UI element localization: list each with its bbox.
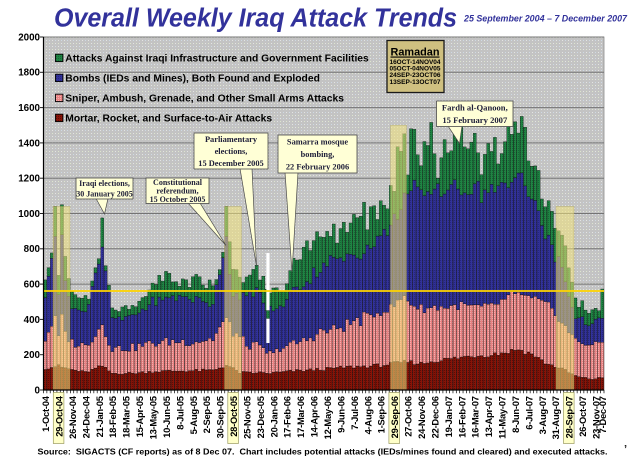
svg-text:2-Sep-05: 2-Sep-05 [201, 396, 212, 433]
svg-text:1400: 1400 [18, 138, 40, 149]
svg-text:27-Oct-06: 27-Oct-06 [403, 396, 414, 437]
svg-text:1-Sep-06: 1-Sep-06 [376, 396, 387, 433]
svg-text:1000: 1000 [18, 209, 40, 220]
svg-text:16OCT-14NOV04: 16OCT-14NOV04 [390, 59, 442, 66]
svg-text:05OCT-04NOV05: 05OCT-04NOV05 [390, 66, 442, 73]
svg-text:29-Sep-06: 29-Sep-06 [389, 396, 400, 438]
svg-text:17-Mar-06: 17-Mar-06 [295, 396, 306, 438]
svg-text:17-Feb-06: 17-Feb-06 [282, 396, 293, 438]
svg-text:15 February 2007: 15 February 2007 [442, 115, 508, 125]
svg-text:24SEP-23OCT06: 24SEP-23OCT06 [390, 72, 442, 79]
svg-text:29-Oct-04: 29-Oct-04 [54, 395, 65, 437]
svg-text:11-May-07: 11-May-07 [497, 396, 508, 439]
svg-text:1800: 1800 [18, 68, 40, 79]
svg-text:Ramadan: Ramadan [391, 47, 440, 59]
svg-text:13-Apr-07: 13-Apr-07 [483, 396, 494, 437]
svg-text:600: 600 [24, 280, 41, 291]
svg-text:8-Jun-07: 8-Jun-07 [510, 396, 521, 433]
svg-text:15-Apr-05: 15-Apr-05 [134, 396, 145, 437]
svg-text:15 December 2005: 15 December 2005 [198, 159, 263, 168]
svg-text:2000: 2000 [18, 32, 40, 43]
svg-text:12-May-06: 12-May-06 [322, 396, 333, 439]
svg-text:10-Jun-05: 10-Jun-05 [161, 396, 172, 438]
svg-text:Mortar, Rocket, and Surface-to: Mortar, Rocket, and Surface-to-Air Attac… [65, 114, 272, 125]
svg-text:22 February 2006: 22 February 2006 [286, 163, 349, 172]
svg-text:22-Dec-06: 22-Dec-06 [429, 396, 440, 438]
svg-text:30-Sep-05: 30-Sep-05 [215, 396, 226, 438]
svg-text:26-Oct-07: 26-Oct-07 [577, 396, 588, 437]
svg-text:30 January 2005: 30 January 2005 [76, 190, 132, 199]
svg-text:Overall Weekly Iraq Attack Tre: Overall Weekly Iraq Attack Trends [54, 5, 457, 33]
svg-text:3-Aug-07: 3-Aug-07 [537, 396, 548, 434]
svg-text:25 September 2004 – 7 December: 25 September 2004 – 7 December 2007 [463, 14, 628, 24]
svg-text:Constitutional: Constitutional [153, 178, 203, 187]
svg-text:Sniper, Ambush, Grenade, and O: Sniper, Ambush, Grenade, and Other Small… [65, 94, 344, 105]
svg-text:800: 800 [24, 244, 41, 255]
svg-text:4-Aug-06: 4-Aug-06 [362, 396, 373, 434]
svg-text:’: ’ [624, 444, 627, 456]
svg-text:23-Dec-05: 23-Dec-05 [255, 396, 266, 438]
svg-text:Attacks Against Iraqi Infrastr: Attacks Against Iraqi Infrastructure and… [65, 54, 369, 65]
svg-text:5-Aug-05: 5-Aug-05 [188, 396, 199, 434]
svg-text:21-Jan-05: 21-Jan-05 [94, 396, 105, 437]
svg-text:28-Oct-05: 28-Oct-05 [228, 396, 239, 437]
svg-text:referendum,: referendum, [156, 187, 198, 196]
svg-text:18-Feb-05: 18-Feb-05 [107, 396, 118, 438]
svg-text:8-Jul-05: 8-Jul-05 [174, 396, 185, 429]
svg-text:25-Nov-05: 25-Nov-05 [242, 396, 253, 439]
svg-text:26-Nov-04: 26-Nov-04 [67, 395, 78, 439]
svg-text:1-Oct-04: 1-Oct-04 [40, 395, 51, 432]
svg-text:Bombs (IEDs and Mines), Both F: Bombs (IEDs and Mines), Both Found and E… [65, 74, 320, 85]
svg-text:6-Jul-07: 6-Jul-07 [523, 396, 534, 429]
svg-text:20-Jan-06: 20-Jan-06 [268, 396, 279, 437]
svg-text:15 October 2005: 15 October 2005 [150, 195, 206, 204]
svg-text:13SEP-13OCT07: 13SEP-13OCT07 [390, 79, 442, 86]
svg-text:7-Jul-06: 7-Jul-06 [349, 396, 360, 429]
svg-text:19-Jan-07: 19-Jan-07 [443, 396, 454, 437]
svg-text:9-Jun-06: 9-Jun-06 [335, 396, 346, 433]
svg-text:200: 200 [24, 350, 41, 361]
svg-text:400: 400 [24, 315, 41, 326]
svg-text:Iraqi elections,: Iraqi elections, [79, 179, 130, 188]
svg-text:0: 0 [35, 385, 41, 396]
svg-text:16-Feb-07: 16-Feb-07 [456, 396, 467, 438]
svg-text:28-Sep-07: 28-Sep-07 [564, 396, 575, 438]
svg-text:Samarra mosque: Samarra mosque [287, 137, 348, 146]
svg-text:31-Aug-07: 31-Aug-07 [550, 396, 561, 439]
svg-text:16-Mar-07: 16-Mar-07 [470, 396, 481, 438]
svg-text:bombing,: bombing, [301, 150, 335, 159]
svg-text:Source: SIGACTS (CF reports): Source: SIGACTS (CF reports) as of 8 Dec… [38, 447, 608, 457]
svg-text:24-Dec-04: 24-Dec-04 [80, 395, 91, 438]
svg-text:13-May-05: 13-May-05 [148, 396, 159, 439]
svg-text:Parliamentary: Parliamentary [205, 135, 258, 144]
svg-text:Fardh al-Qanoon,: Fardh al-Qanoon, [442, 103, 508, 113]
svg-text:1200: 1200 [18, 174, 40, 185]
svg-text:23-Nov-07: 23-Nov-07 [591, 396, 602, 439]
svg-text:elections,: elections, [215, 147, 248, 156]
svg-text:24-Nov-06: 24-Nov-06 [416, 396, 427, 439]
svg-text:7-Dec-07: 7-Dec-07 [597, 396, 608, 433]
svg-text:18-Mar-05: 18-Mar-05 [121, 396, 132, 438]
svg-text:1600: 1600 [18, 103, 40, 114]
svg-text:14-Apr-06: 14-Apr-06 [309, 396, 320, 437]
